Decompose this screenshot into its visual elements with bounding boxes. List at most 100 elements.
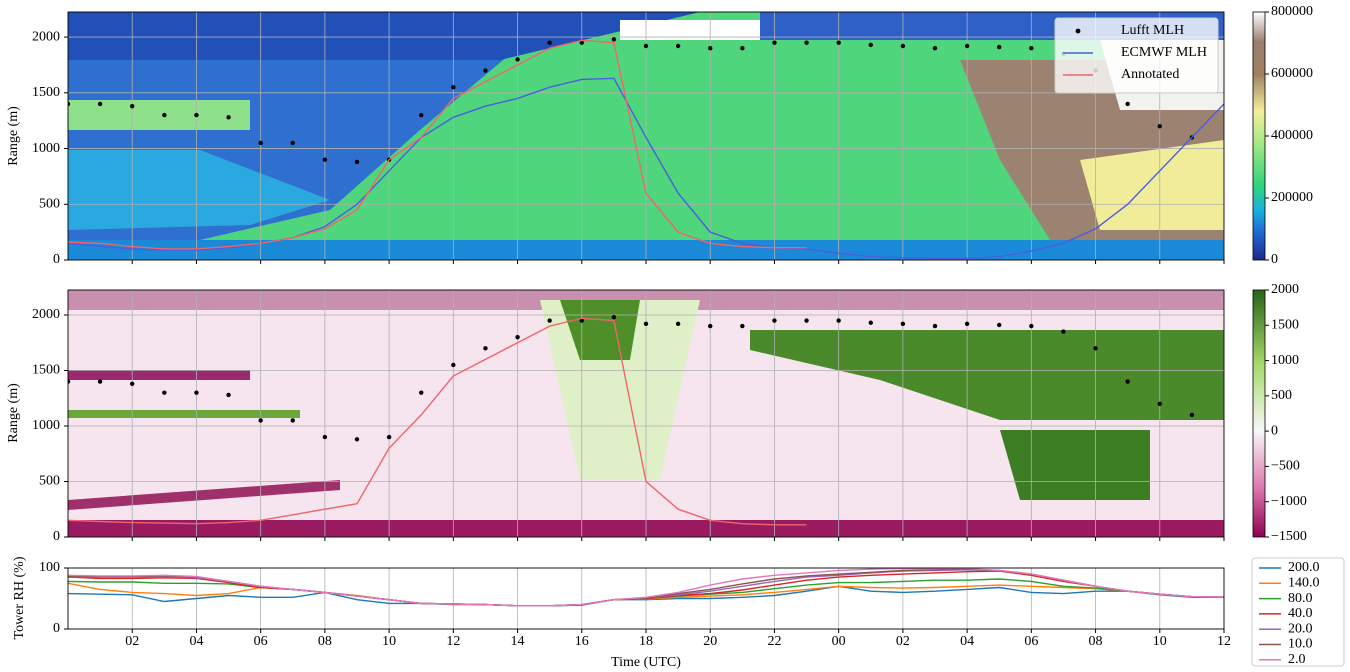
mlh-point [130,103,135,109]
mlh-point [675,43,681,49]
x-tick-label: 02 [125,634,139,649]
mlh-point [97,379,103,384]
legend-marker [1075,28,1081,34]
mlh-point [515,334,520,340]
mlh-point [932,323,938,329]
colorbar-tick-label: −500 [1271,459,1300,474]
mlh-point [868,42,873,48]
y-axis-label: Range (m) [6,383,21,443]
x-tick-label: 00 [832,634,846,649]
mlh-point [804,318,809,323]
y-tick-label: 0 [53,621,60,636]
mlh-point [290,140,295,146]
x-tick-label: 14 [511,634,525,649]
colorbar-tick-label: 400000 [1271,128,1313,143]
mlh-point [483,68,488,73]
mlh-point [68,379,71,384]
y-tick-label: 0 [53,252,60,267]
legend [1251,557,1345,667]
legend-label: Annotated [1121,67,1179,82]
x-tick-label: 18 [639,634,653,649]
x-tick-label: 10 [1153,634,1167,649]
legend-label: Lufft MLH [1121,23,1184,38]
y-tick-label: 1500 [32,363,60,378]
mlh-point [643,321,649,327]
mlh-point [1125,101,1130,107]
mlh-point [68,101,71,107]
mlh-point [708,46,713,51]
colorbar-tick-label: 200000 [1271,190,1313,205]
mlh-point [932,46,938,51]
plot-frame [67,289,1225,538]
mlh-point [97,101,103,107]
x-tick-label: 22 [767,634,781,649]
mlh-point [226,392,231,398]
x-axis-label: Time (UTC) [611,655,681,670]
mlh-point [611,37,617,42]
mlh-point [322,434,328,440]
x-tick-label: 20 [703,634,717,649]
legend-label: 140.0 [1288,576,1320,591]
y-tick-label: 1000 [32,141,60,156]
mlh-point [258,418,263,423]
mlh-point [997,44,1002,50]
x-tick-label: 10 [382,634,396,649]
y-tick-label: 1500 [32,85,60,100]
series-line [68,317,807,526]
mlh-point [290,418,295,423]
legend-label: 20.0 [1288,621,1313,636]
colorbar [1252,11,1266,261]
y-axis-label: Range (m) [6,106,21,166]
mlh-point [964,321,970,327]
mlh-point [354,437,360,442]
y-tick-label: 2000 [32,307,60,322]
mlh-point [868,320,873,325]
mlh-point [900,43,906,49]
mlh-point [900,321,906,327]
legend [1054,17,1219,94]
y-tick-label: 100 [39,560,60,575]
plot-area [68,568,1224,629]
mlh-point [483,346,488,351]
mlh-point [1093,346,1098,351]
colorbar-tick-label: 0 [1271,423,1278,438]
x-tick-label: 08 [318,634,332,649]
mlh-point [194,112,199,118]
mlh-point [547,318,552,323]
mlh-point [1029,46,1034,51]
mlh-point [130,381,135,387]
colorbar-tick-label: 600000 [1271,66,1313,81]
series-line [68,568,1224,607]
mlh-point [515,57,520,62]
x-tick-label: 06 [254,634,268,649]
mlh-point [419,112,424,118]
colorbar-tick-label: −1000 [1271,494,1307,509]
x-tick-label: 02 [896,634,910,649]
mlh-point [836,318,841,323]
mlh-point [194,390,199,395]
y-tick-label: 500 [39,196,60,211]
mlh-point [226,115,231,120]
mlh-point [386,434,392,440]
colorbar-tick-label: 800000 [1271,4,1313,19]
mlh-point [258,140,263,146]
mlh-point [1157,124,1162,129]
colorbar-tick-label: 1500 [1271,318,1299,333]
mlh-point [1061,329,1066,334]
x-tick-label: 08 [1089,634,1103,649]
y-axis-label: Tower RH (%) [12,556,27,639]
y-tick-label: 0 [53,529,60,544]
y-tick-label: 2000 [32,29,60,44]
mlh-point [740,323,745,329]
y-tick-label: 500 [39,474,60,489]
x-tick-label: 06 [1024,634,1038,649]
legend-label: ECMWF MLH [1121,45,1207,60]
x-tick-label: 16 [575,634,589,649]
mlh-point [675,321,681,327]
mlh-point [836,40,841,45]
mlh-point [804,40,809,45]
mlh-point [964,43,970,49]
mlh-point [579,40,584,45]
mlh-point [451,362,456,368]
